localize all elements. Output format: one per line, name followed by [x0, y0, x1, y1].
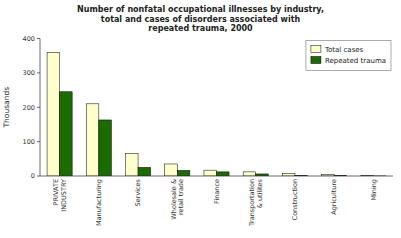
x-tick-label-line: Manufacturing [95, 179, 103, 226]
x-tick-label-line: & utilites [256, 178, 264, 208]
bar [60, 92, 73, 176]
y-tick-label: 0 [31, 172, 35, 180]
title-line: repeated trauma, 2000 [148, 24, 253, 33]
bar [217, 172, 230, 176]
y-tick [37, 107, 40, 108]
x-tick-label-line: Construction [291, 179, 299, 220]
x-tick-label: Construction [291, 179, 299, 220]
y-tick-label: 300 [23, 69, 35, 77]
x-axis: PRIVATEINDUSTRY Manufacturing Services Whol… [40, 176, 393, 227]
x-tick-label-line: Agriculture [330, 179, 338, 215]
bar [243, 172, 256, 176]
bar [282, 173, 295, 176]
y-tick [37, 176, 40, 177]
x-tick-label-line: Mining [370, 179, 378, 201]
y-tick-label: 100 [23, 138, 35, 146]
x-tick-label: Services [134, 178, 142, 206]
bar [177, 171, 190, 177]
x-tick-label: Manufacturing [95, 179, 103, 226]
x-tick-label: Transportation& utilites [248, 178, 264, 227]
y-tick-label: 200 [23, 104, 35, 112]
bar [165, 164, 178, 176]
y-tick [37, 141, 40, 142]
x-tick-label: Agriculture [330, 179, 338, 215]
x-tick-label: Wholesale &retail trade [170, 179, 186, 220]
title-line: total and cases of disorders associated … [101, 15, 301, 24]
title-line: Number of nonfatal occupational illnesse… [77, 5, 324, 14]
legend-frame [306, 41, 391, 71]
x-tick-label: PRIVATEINDUSTRY [52, 179, 67, 212]
x-tick-label: Finance [213, 179, 221, 204]
y-axis-label: Thousands [2, 87, 11, 129]
legend: Total cases Repeated trauma [306, 41, 391, 71]
bar [204, 170, 217, 176]
chart-container: Number of nonfatal occupational illnesse… [0, 0, 401, 238]
y-tick [37, 72, 40, 73]
x-tick-label: Mining [370, 179, 378, 201]
y-tick [37, 38, 40, 39]
chart-title: Number of nonfatal occupational illnesse… [77, 5, 324, 33]
bar [99, 120, 112, 176]
x-tick-label-line: retail trade [177, 179, 185, 215]
bar [86, 104, 99, 176]
legend-label: Total cases [324, 46, 364, 54]
x-axis-line [40, 176, 393, 177]
legend-swatch [311, 46, 321, 53]
chart-svg: Number of nonfatal occupational illnesse… [0, 0, 401, 238]
legend-label: Repeated trauma [325, 57, 386, 65]
bar [47, 52, 60, 176]
y-axis-line [40, 39, 41, 177]
legend-swatch [311, 57, 321, 64]
x-tick-label-line: Finance [213, 179, 221, 204]
x-tick-label-line: INDUSTRY [60, 179, 68, 212]
y-axis: 0 100 200 300 400 [23, 35, 40, 181]
y-tick-label: 400 [23, 35, 35, 43]
x-tick-label-line: Services [134, 178, 142, 206]
bar [126, 154, 139, 176]
bar [138, 167, 151, 176]
